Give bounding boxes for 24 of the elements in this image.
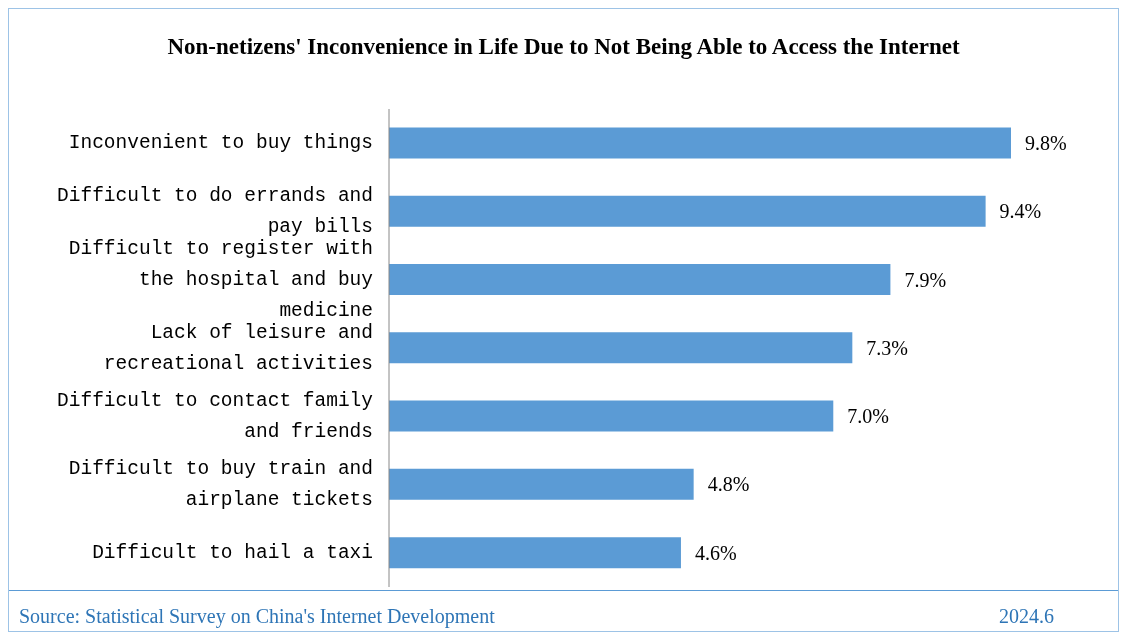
y-tick-label: Difficult to contact family and friends (57, 389, 374, 443)
y-tick-label: Inconvenient to buy things (68, 132, 373, 155)
source-note: Source: Statistical Survey on China's Internet Development (19, 605, 495, 628)
y-tick-label: Difficult to register with the hospital and buy medicine (68, 237, 374, 322)
bar (389, 400, 834, 432)
y-tick-label: Difficult to do errands and pay bills (57, 184, 373, 238)
bar (389, 264, 891, 296)
bar (389, 332, 853, 364)
bar (389, 195, 986, 227)
data-label: 4.6% (694, 541, 737, 564)
data-label: 7.3% (866, 336, 908, 359)
y-tick-label: Lack of leisure and recreational activities (103, 321, 373, 375)
data-label: 7.9% (904, 268, 947, 291)
data-label: 4.8% (707, 473, 750, 496)
text: 2024.6 (999, 605, 1054, 628)
bar (389, 468, 694, 500)
bar (389, 537, 681, 569)
data-label: 9.4% (999, 200, 1042, 223)
y-tick-label: Difficult to buy train and airplane tickets (68, 458, 373, 512)
data-label: 9.8% (1025, 131, 1067, 154)
bar (389, 127, 1011, 159)
y-tick-label: Difficult to hail a taxi (92, 541, 373, 564)
chart-title: Non-netizens' Inconvenience in Life Due to Not Being Able to Access the Internet (166, 33, 961, 61)
data-label: 7.0% (847, 405, 889, 428)
